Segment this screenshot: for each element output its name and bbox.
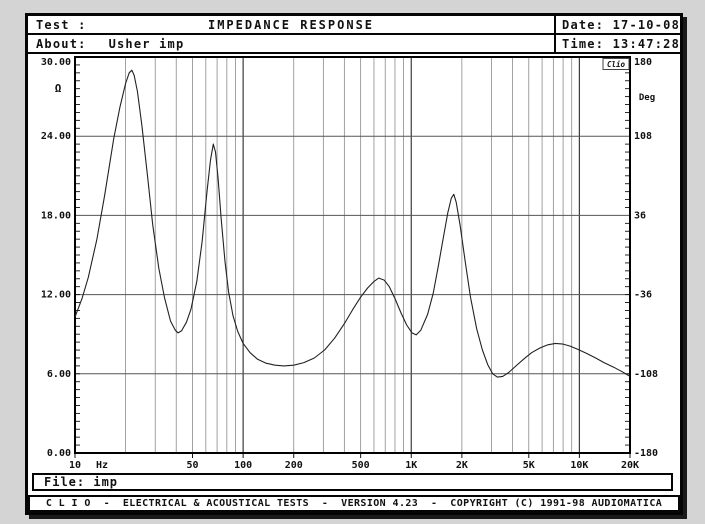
about-value: Usher imp bbox=[108, 36, 185, 51]
y-right-tick-label: 36 bbox=[634, 210, 646, 221]
x-tick-label: 100 bbox=[234, 460, 252, 471]
header-row-1: Test : IMPEDANCE RESPONSE Date: 17-10-08 bbox=[28, 16, 680, 35]
impedance-chart: 30.00 24.00 18.00 12.00 6.00 0.00 Ω 180 108 36 -36… bbox=[41, 56, 658, 471]
x-tick-label: 500 bbox=[352, 460, 370, 471]
y-left-tick-label: 12.00 bbox=[41, 290, 71, 301]
clio-badge-label: Clio bbox=[607, 60, 626, 69]
header-left-1: Test : IMPEDANCE RESPONSE bbox=[28, 16, 554, 33]
date-field: Date: 17-10-08 bbox=[554, 16, 680, 33]
y-right-tick-label: 180 bbox=[634, 57, 652, 68]
y-left-tick-label: 6.00 bbox=[47, 369, 71, 380]
date-label: Date: bbox=[562, 17, 613, 32]
time-label: Time: bbox=[562, 36, 613, 51]
header-row-2: About: Usher imp Time: 13:47:28 bbox=[28, 35, 680, 54]
horizontal-gridlines bbox=[75, 135, 630, 375]
y-left-tick-label: 30.00 bbox=[41, 57, 71, 68]
y-right-tick-label: 108 bbox=[634, 131, 652, 142]
test-label: Test : bbox=[36, 17, 87, 32]
date-value: 17-10-08 bbox=[612, 17, 680, 32]
y-left-tick-label: 0.00 bbox=[47, 448, 71, 459]
file-label: File: bbox=[44, 475, 94, 489]
x-tick-label: 1K bbox=[405, 460, 417, 471]
x-tick-label: 200 bbox=[285, 460, 303, 471]
y-right-tick-label: -108 bbox=[634, 369, 658, 380]
about-label: About: bbox=[36, 36, 87, 51]
x-tick-label: 10K bbox=[570, 460, 588, 471]
file-value: imp bbox=[93, 475, 119, 489]
y-right-tick-label: -180 bbox=[634, 448, 658, 459]
y-right-labels: 180 108 36 -36 -108 -180 Deg bbox=[634, 57, 658, 459]
x-tick-label: 2K bbox=[456, 460, 468, 471]
plot-frame bbox=[74, 56, 631, 454]
x-unit-label: Hz bbox=[96, 460, 108, 471]
vertical-gridlines bbox=[125, 57, 580, 453]
y-left-tick-label: 18.00 bbox=[41, 210, 71, 221]
time-field: Time: 13:47:28 bbox=[554, 35, 680, 52]
x-tick-label: 10 bbox=[69, 460, 81, 471]
file-field: File: imp bbox=[32, 473, 673, 491]
status-bar: C L I O - ELECTRICAL & ACOUSTICAL TESTS … bbox=[28, 495, 680, 512]
y-right-tick-label: -36 bbox=[634, 290, 652, 301]
x-tick-label: 20K bbox=[621, 460, 639, 471]
x-tick-label: 5K bbox=[523, 460, 535, 471]
impedance-curve bbox=[74, 69, 631, 378]
y-left-labels: 30.00 24.00 18.00 12.00 6.00 0.00 Ω bbox=[41, 57, 71, 459]
header-left-2: About: Usher imp bbox=[28, 35, 554, 52]
ohm-unit-label: Ω bbox=[55, 82, 62, 95]
clio-window: Test : IMPEDANCE RESPONSE Date: 17-10-08… bbox=[25, 13, 683, 515]
x-tick-label: 50 bbox=[186, 460, 198, 471]
y-left-tick-label: 24.00 bbox=[41, 131, 71, 142]
page-title: IMPEDANCE RESPONSE bbox=[207, 17, 375, 32]
time-value: 13:47:28 bbox=[612, 36, 680, 51]
clio-badge: Clio bbox=[602, 58, 630, 70]
deg-unit-label: Deg bbox=[639, 93, 655, 103]
x-axis-labels: 10 Hz 50 100 200 500 1K 2K 5K 10K 20K bbox=[69, 460, 639, 471]
